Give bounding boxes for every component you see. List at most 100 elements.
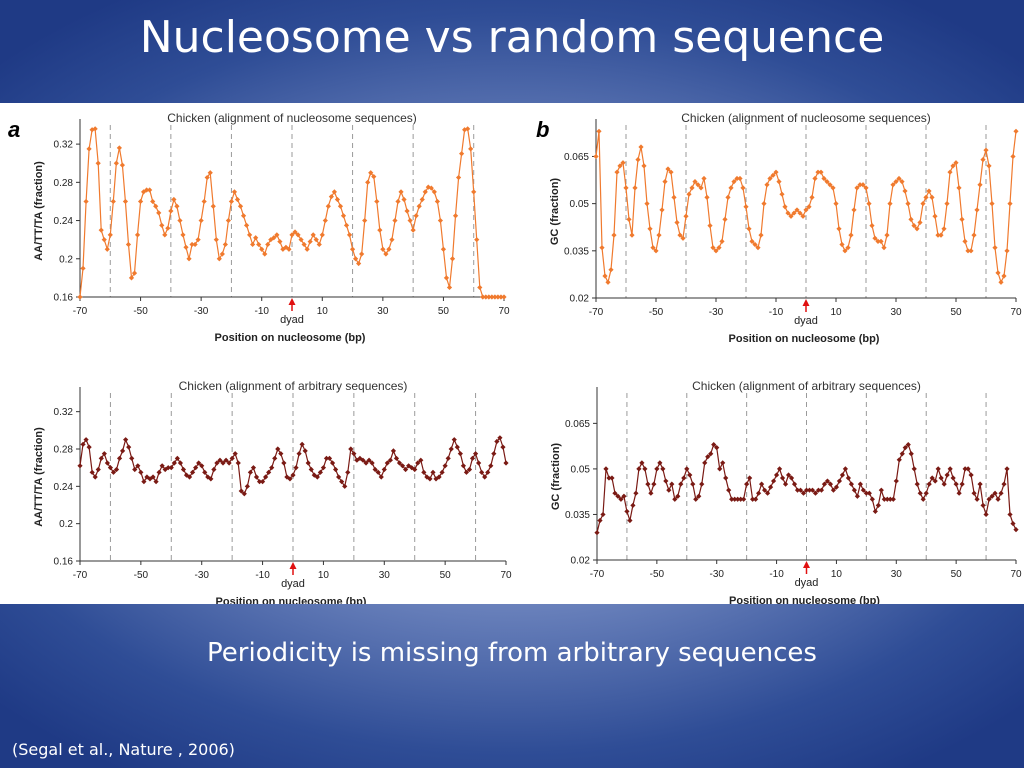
chart-a-bottom-point-1 [80, 441, 86, 447]
chart-a-top-point-96 [368, 170, 374, 176]
chart-a-top-title: Chicken (alignment of nucleosome sequenc… [167, 111, 416, 125]
chart-a-top-point-130 [471, 189, 477, 195]
chart-a-bottom-xtick-label-2: -30 [194, 570, 209, 581]
chart-b-bottom-point-70 [803, 487, 810, 493]
chart-a-top-point-31 [171, 196, 177, 203]
chart-a-bottom-point-118 [436, 474, 442, 480]
chart-b-top-point-88 [857, 182, 863, 188]
chart-b-top-point-83 [842, 248, 848, 254]
chart-b-bottom-point-28 [678, 481, 684, 487]
chart-a-bottom-ytick-label-3: 0.28 [54, 445, 74, 456]
chart-b-bottom-point-98 [887, 496, 893, 502]
chart-b-top-point-13 [632, 185, 638, 191]
chart-a-bottom-point-51 [232, 451, 238, 457]
chart-b-bottom-point-73 [812, 490, 819, 496]
chart-b-bottom-point-87 [854, 493, 860, 499]
chart-a-top-point-62 [265, 241, 271, 248]
chart-a-top-point-99 [377, 227, 383, 233]
chart-a-top-point-106 [398, 189, 404, 195]
chart-b-top-point-130 [983, 147, 989, 153]
chart-a-top-point-132 [477, 284, 483, 291]
chart-a-top-ytick-label-2: 0.24 [54, 216, 74, 227]
chart-b-top-point-9 [620, 160, 626, 166]
chart-a-top-point-64 [271, 235, 277, 241]
chart-a-bottom-point-66 [278, 451, 284, 457]
chart-a-bottom-point-80 [320, 465, 327, 471]
chart-a-top-point-29 [165, 225, 171, 231]
chart-a-bottom-point-111 [415, 460, 421, 466]
chart-b-top-point-68 [797, 210, 803, 216]
chart-a-top-point-32 [174, 203, 180, 209]
chart-a-top-point-55 [243, 222, 250, 228]
chart-b-top-point-135 [998, 279, 1004, 285]
chart-b-bottom-point-13 [633, 490, 639, 496]
chart-b-top-point-125 [968, 248, 974, 254]
chart-b-top-point-12 [629, 232, 635, 238]
chart-b-bottom-point-67 [794, 487, 801, 493]
chart-a-bottom-point-35 [183, 472, 190, 478]
chart-a-top-point-100 [380, 246, 386, 252]
chart-a-top-point-135 [486, 294, 492, 300]
chart-b-bottom-point-34 [696, 493, 702, 499]
chart-a-bottom-point-8 [101, 451, 107, 457]
chart-a-bottom-point-58 [253, 474, 260, 480]
chart-a-bottom-point-40 [199, 463, 205, 469]
chart-b-bottom-point-1 [597, 517, 603, 524]
chart-b-top-point-112 [929, 194, 935, 200]
chart-a-top-point-75 [304, 246, 310, 252]
chart-a-bottom-point-47 [220, 460, 226, 466]
chart-b-bottom-point-83 [842, 466, 849, 472]
chart-b-top-dyad-arrow-head [802, 299, 810, 306]
chart-a-bottom-point-48 [223, 457, 229, 463]
chart-a-bottom-point-82 [326, 455, 333, 461]
chart-b-bottom-point-54 [756, 490, 762, 496]
chart-a-top-point-12 [113, 160, 119, 166]
chart-a-bottom-point-129 [469, 455, 476, 461]
chart-b-bottom-dyad-arrow-head [803, 561, 810, 568]
chart-a-bottom-point-83 [329, 460, 336, 466]
chart-b-bottom-point-112 [929, 475, 935, 481]
chart-b-bottom-point-79 [830, 487, 837, 493]
chart-b-bottom-point-82 [839, 472, 846, 478]
chart-b-bottom-point-126 [971, 490, 977, 496]
chart-b-top-point-138 [1007, 201, 1013, 207]
chart-a-top-xtick-label-4: 10 [317, 306, 329, 317]
chart-a-bottom-point-2 [83, 437, 89, 443]
chart-b-bottom-ylabel: GC (fraction) [550, 443, 562, 511]
chart-b-top-point-127 [974, 207, 980, 213]
chart-a-bottom-point-43 [208, 476, 214, 482]
chart-b-bottom-point-80 [833, 484, 840, 490]
chart-b-top-point-76 [821, 175, 827, 182]
chart-b-top-ytick-label-0: 0.02 [570, 294, 590, 305]
chart-b-bottom-point-63 [782, 481, 789, 487]
chart-b-top-point-111 [926, 188, 932, 194]
chart-b-bottom-point-107 [914, 481, 920, 487]
chart-b-top-point-20 [653, 248, 659, 254]
chart-b-top-point-41 [716, 245, 722, 251]
chart-a-top-point-86 [337, 203, 344, 209]
chart-a-top-point-78 [313, 237, 319, 243]
chart-a-bottom-point-39 [196, 460, 202, 466]
chart-a-bottom-point-102 [387, 457, 393, 463]
chart-b-top-point-5 [608, 267, 614, 273]
chart-b-top-point-31 [686, 191, 692, 197]
chart-b-top-xtick-label-3: -10 [769, 307, 784, 318]
chart-b-top-point-79 [830, 185, 836, 191]
chart-a-top-point-57 [250, 241, 256, 248]
chart-b-top-point-36 [701, 175, 707, 182]
chart-a-top-point-80 [319, 232, 325, 238]
chart-a-top-point-131 [474, 237, 480, 243]
chart-b-top-point-63 [782, 204, 788, 210]
chart-b-top-point-99 [890, 182, 896, 188]
chart-b-bottom-point-125 [968, 472, 974, 478]
chart-a-bottom-point-30 [168, 465, 174, 471]
chart-a-top-point-48 [222, 241, 228, 248]
chart-a-bottom-point-130 [472, 451, 479, 457]
chart-b-bottom-point-127 [974, 496, 980, 502]
chart-a-top-point-23 [147, 187, 153, 193]
chart-b-top-point-107 [914, 226, 920, 232]
chart-b-top-point-140 [1013, 128, 1019, 134]
chart-b-top-point-71 [806, 204, 812, 210]
chart-a-top-point-93 [359, 251, 365, 257]
chart-b-top-point-105 [908, 216, 914, 222]
